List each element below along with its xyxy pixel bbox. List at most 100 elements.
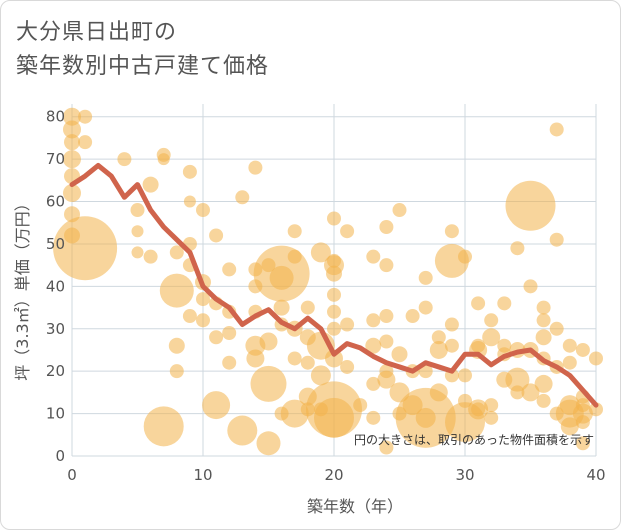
data-bubble	[366, 376, 381, 391]
data-bubble	[366, 410, 381, 425]
data-bubble	[209, 330, 224, 345]
data-bubble	[549, 321, 564, 336]
data-bubble	[64, 134, 80, 151]
data-bubble	[549, 122, 564, 137]
data-bubble	[379, 309, 394, 324]
data-bubble	[327, 321, 341, 336]
data-bubble	[269, 265, 294, 290]
data-bubble	[575, 342, 590, 357]
data-bubble	[131, 225, 144, 238]
data-bubble	[353, 398, 368, 413]
x-tick-label: 30	[455, 466, 474, 484]
data-bubble	[222, 262, 237, 277]
data-bubble	[589, 351, 603, 366]
data-bubble	[395, 387, 456, 448]
x-tick-label: 40	[586, 466, 605, 484]
data-bubble	[325, 349, 343, 368]
data-bubble	[505, 180, 556, 231]
data-bubble	[365, 337, 382, 354]
data-bubble	[169, 245, 184, 260]
data-bubble	[510, 241, 525, 256]
data-bubble	[418, 270, 433, 285]
data-bubble	[379, 258, 394, 273]
data-bubble	[521, 383, 540, 402]
data-bubble	[536, 313, 551, 328]
data-bubble	[405, 309, 420, 324]
data-bubble	[259, 332, 278, 351]
data-bubble	[366, 249, 381, 264]
data-bubble	[273, 299, 290, 316]
data-bubble	[63, 107, 81, 126]
y-tick-label: 80	[46, 108, 65, 126]
data-bubble	[535, 329, 552, 346]
data-bubble	[379, 334, 394, 349]
data-bubble	[130, 203, 145, 218]
x-axis-label: 築年数（年）	[307, 497, 403, 516]
data-bubble	[287, 351, 302, 366]
data-bubble	[392, 203, 407, 218]
average-price-line	[69, 162, 599, 408]
bubble-layer	[53, 107, 603, 456]
data-bubble	[562, 338, 577, 353]
y-tick-label: 50	[46, 235, 65, 253]
data-bubble	[458, 368, 472, 383]
y-tick-label: 0	[55, 447, 65, 465]
y-tick-label: 10	[46, 405, 65, 423]
chart-title: 大分県日出町の 築年数別中古戸建て価格	[16, 16, 269, 84]
data-bubble	[63, 150, 81, 169]
data-bubble	[300, 355, 315, 370]
data-bubble	[340, 317, 355, 332]
data-bubble	[209, 228, 224, 243]
data-bubble	[484, 410, 499, 425]
data-bubble	[222, 326, 237, 341]
y-tick-label: 30	[46, 320, 65, 338]
data-bubble	[196, 203, 210, 218]
bubble-size-note: 円の大きさは、取引のあった物件面積を示す	[354, 432, 594, 447]
x-tick-labels: 0 10 20 30 40	[67, 466, 605, 484]
data-bubble	[468, 399, 489, 420]
y-tick-label: 70	[46, 150, 65, 168]
data-bubble	[505, 367, 530, 392]
data-bubble	[248, 160, 263, 175]
data-bubble	[183, 195, 196, 208]
data-bubble	[143, 249, 158, 264]
data-bubble	[326, 265, 342, 282]
data-bubble	[391, 346, 408, 363]
y-axis-label: 坪（3.3㎡）単価（万円）	[13, 195, 32, 380]
data-bubble	[168, 337, 185, 354]
data-bubble	[117, 152, 132, 167]
data-bubble	[169, 364, 184, 379]
x-tick-label: 0	[67, 466, 77, 484]
data-bubble	[143, 406, 184, 447]
data-bubble	[202, 391, 231, 420]
chart-title-line-1: 大分県日出町の	[16, 20, 178, 45]
data-bubble	[534, 374, 553, 393]
data-bubble	[182, 309, 197, 324]
data-bubble	[444, 224, 459, 239]
data-bubble	[314, 397, 354, 438]
data-bubble	[78, 109, 93, 124]
data-bubble	[458, 249, 472, 264]
data-bubble	[379, 440, 394, 455]
data-bubble	[182, 164, 197, 179]
data-bubble	[497, 296, 512, 311]
data-bubble	[429, 340, 448, 359]
data-bubble	[53, 216, 118, 281]
data-bubble	[157, 153, 170, 166]
data-bubble	[429, 383, 448, 402]
data-bubble	[510, 385, 525, 400]
data-bubble	[227, 415, 258, 446]
data-bubble	[444, 317, 459, 332]
data-bubble	[418, 300, 433, 315]
data-bubble	[63, 120, 81, 139]
data-bubble	[159, 273, 194, 308]
data-bubble	[287, 249, 302, 264]
data-bubble	[287, 224, 302, 239]
data-bubble	[63, 184, 81, 203]
data-bubble	[327, 304, 341, 319]
data-bubble	[250, 365, 287, 402]
data-bubble	[222, 355, 237, 370]
data-bubble	[196, 292, 210, 307]
data-bubble	[482, 328, 501, 347]
